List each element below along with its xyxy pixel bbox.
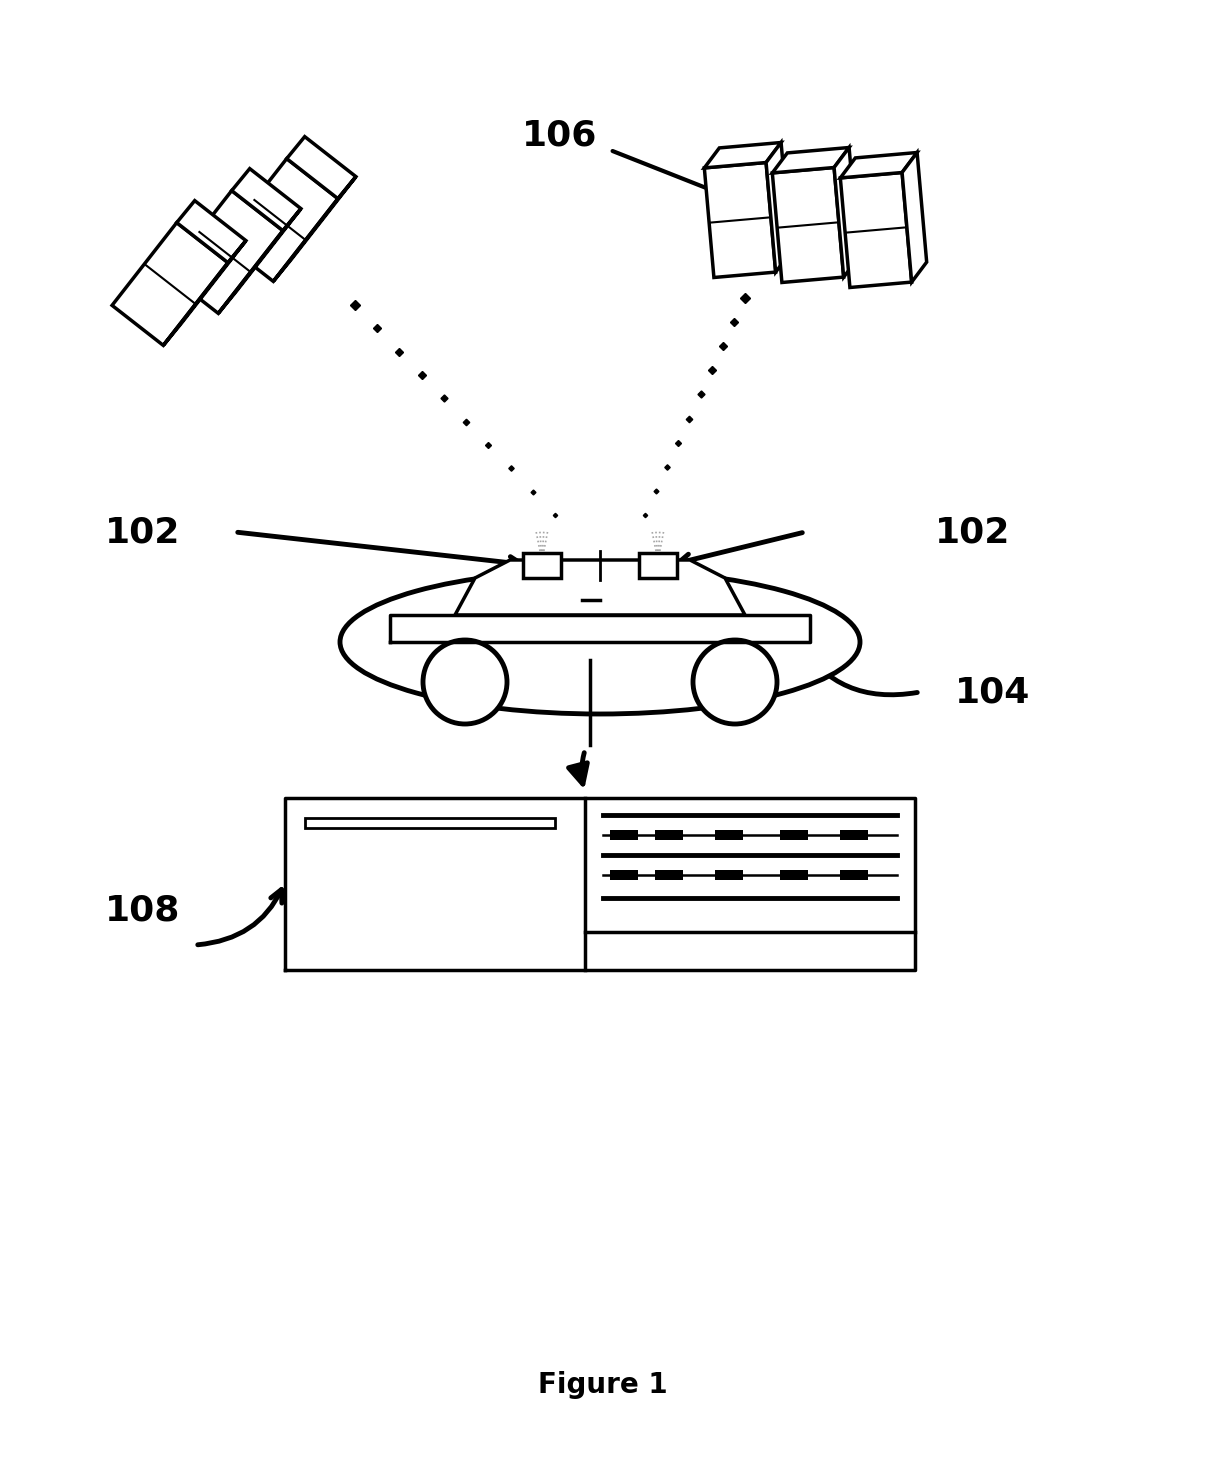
Polygon shape (834, 147, 859, 276)
FancyBboxPatch shape (610, 831, 637, 839)
FancyBboxPatch shape (780, 870, 809, 881)
Polygon shape (455, 560, 745, 614)
Polygon shape (167, 191, 283, 313)
Text: Figure 1: Figure 1 (537, 1372, 668, 1399)
Ellipse shape (423, 639, 507, 725)
FancyBboxPatch shape (840, 870, 868, 881)
Polygon shape (112, 222, 228, 345)
Ellipse shape (340, 570, 860, 714)
FancyBboxPatch shape (656, 831, 683, 839)
FancyBboxPatch shape (840, 831, 868, 839)
FancyBboxPatch shape (715, 870, 743, 881)
FancyBboxPatch shape (715, 831, 743, 839)
FancyBboxPatch shape (780, 831, 809, 839)
Polygon shape (840, 153, 917, 178)
FancyBboxPatch shape (656, 870, 683, 881)
Polygon shape (390, 614, 810, 642)
Ellipse shape (693, 639, 777, 725)
Polygon shape (286, 798, 915, 970)
Polygon shape (840, 172, 912, 288)
Text: 108: 108 (105, 892, 181, 928)
Polygon shape (772, 147, 850, 173)
FancyBboxPatch shape (639, 553, 677, 578)
FancyBboxPatch shape (610, 870, 637, 881)
Polygon shape (705, 163, 776, 278)
FancyBboxPatch shape (523, 553, 562, 578)
Polygon shape (164, 241, 246, 345)
Text: 104: 104 (956, 675, 1030, 709)
Polygon shape (231, 169, 301, 231)
Polygon shape (218, 209, 301, 313)
Polygon shape (287, 137, 355, 198)
Polygon shape (705, 143, 781, 168)
Text: 102: 102 (935, 514, 1010, 548)
Polygon shape (274, 176, 355, 281)
Polygon shape (772, 168, 843, 282)
Polygon shape (177, 200, 246, 263)
Polygon shape (222, 159, 337, 281)
Polygon shape (903, 153, 927, 282)
Text: 102: 102 (105, 514, 181, 548)
Text: 106: 106 (522, 118, 598, 151)
Polygon shape (766, 143, 790, 272)
